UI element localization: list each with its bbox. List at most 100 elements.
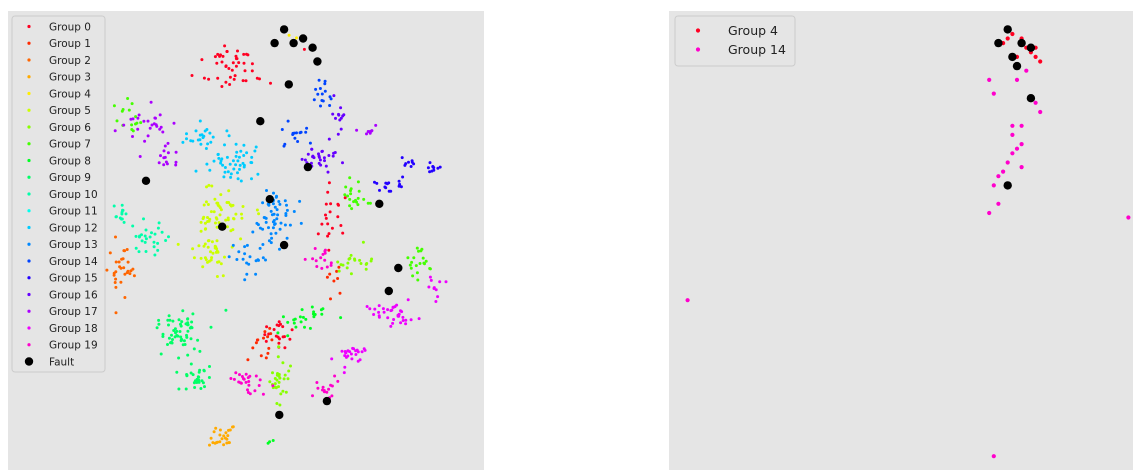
data-point bbox=[287, 369, 291, 373]
data-point bbox=[190, 74, 194, 77]
data-point bbox=[240, 216, 244, 220]
data-point bbox=[234, 154, 238, 158]
data-point bbox=[332, 279, 336, 283]
data-point bbox=[308, 141, 312, 145]
data-point bbox=[340, 349, 344, 353]
legend-label: Group 7 bbox=[49, 139, 91, 151]
data-point bbox=[281, 361, 285, 365]
data-point bbox=[268, 326, 272, 330]
data-point bbox=[320, 92, 324, 96]
data-point bbox=[234, 371, 238, 375]
data-point bbox=[274, 386, 278, 390]
data-point bbox=[225, 50, 229, 53]
legend-marker bbox=[27, 192, 31, 196]
data-point bbox=[209, 140, 213, 144]
data-point bbox=[399, 185, 403, 189]
data-point bbox=[377, 310, 381, 314]
data-point bbox=[242, 52, 246, 56]
data-point bbox=[1005, 36, 1010, 41]
fault-point bbox=[270, 38, 279, 48]
data-point bbox=[221, 163, 225, 167]
data-point bbox=[243, 252, 247, 256]
data-point bbox=[254, 259, 258, 263]
data-point bbox=[320, 149, 324, 153]
legend-label: Group 5 bbox=[49, 105, 91, 117]
data-point bbox=[197, 370, 201, 374]
data-point bbox=[373, 180, 376, 184]
data-point bbox=[219, 161, 223, 165]
data-point bbox=[114, 277, 118, 281]
data-point bbox=[146, 119, 150, 123]
data-point bbox=[166, 343, 169, 346]
fault-point bbox=[313, 57, 322, 66]
data-point bbox=[397, 312, 401, 316]
data-point bbox=[283, 199, 287, 203]
legend-marker bbox=[27, 142, 31, 146]
data-point bbox=[312, 98, 316, 102]
data-point bbox=[323, 248, 327, 252]
legend-marker bbox=[27, 209, 31, 213]
data-point bbox=[277, 341, 281, 345]
data-point bbox=[268, 380, 272, 384]
data-point bbox=[208, 168, 212, 172]
data-point bbox=[274, 231, 278, 235]
data-point bbox=[241, 257, 245, 261]
data-point bbox=[257, 212, 261, 216]
data-point bbox=[279, 392, 283, 396]
data-point bbox=[329, 261, 333, 265]
data-point bbox=[203, 385, 206, 389]
legend-label: Group 4 bbox=[49, 88, 91, 100]
data-point bbox=[991, 183, 996, 188]
data-point bbox=[239, 237, 243, 241]
data-point bbox=[290, 328, 294, 332]
fault-point bbox=[1003, 181, 1012, 190]
data-point bbox=[271, 226, 275, 230]
data-point bbox=[215, 441, 218, 445]
data-point bbox=[234, 212, 238, 216]
data-point bbox=[304, 130, 308, 134]
data-point bbox=[206, 216, 209, 219]
data-point bbox=[1024, 68, 1029, 73]
data-point bbox=[349, 187, 353, 191]
data-point bbox=[255, 221, 259, 225]
data-point bbox=[313, 247, 317, 250]
data-point bbox=[152, 122, 156, 126]
data-point bbox=[247, 383, 251, 387]
data-point bbox=[205, 162, 209, 166]
fault-points bbox=[994, 25, 1036, 190]
data-point bbox=[124, 212, 128, 216]
data-point bbox=[189, 362, 193, 366]
data-point bbox=[399, 309, 402, 313]
data-point bbox=[177, 387, 181, 391]
data-point bbox=[196, 138, 200, 142]
data-point bbox=[417, 317, 421, 321]
data-point bbox=[137, 250, 141, 254]
data-point bbox=[122, 123, 126, 127]
data-point bbox=[356, 203, 360, 207]
data-point bbox=[335, 269, 339, 273]
data-point bbox=[1019, 123, 1024, 128]
data-point bbox=[375, 181, 379, 185]
data-point bbox=[218, 440, 222, 444]
data-point bbox=[428, 161, 432, 165]
data-point bbox=[246, 388, 249, 392]
data-point bbox=[283, 335, 286, 339]
data-point bbox=[294, 325, 298, 329]
data-point bbox=[243, 245, 247, 249]
data-point bbox=[245, 151, 249, 155]
data-point bbox=[173, 335, 177, 339]
data-point bbox=[320, 266, 324, 270]
data-point bbox=[245, 272, 249, 276]
data-point bbox=[131, 117, 135, 121]
data-point bbox=[265, 325, 269, 329]
data-point bbox=[319, 104, 322, 108]
data-point bbox=[365, 262, 369, 265]
data-point bbox=[1033, 100, 1038, 105]
data-point bbox=[194, 169, 198, 173]
data-point bbox=[358, 358, 362, 362]
data-point bbox=[412, 256, 416, 260]
data-point bbox=[326, 190, 330, 194]
data-point bbox=[139, 121, 143, 125]
data-point bbox=[222, 443, 226, 447]
